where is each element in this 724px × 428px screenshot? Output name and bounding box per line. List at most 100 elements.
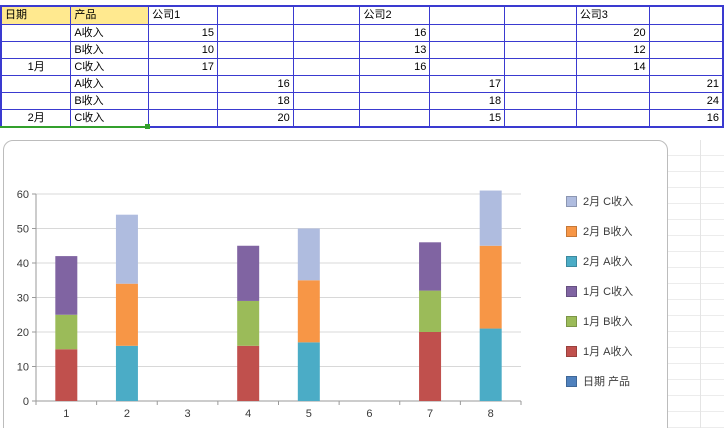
bar-segment[interactable] [419,290,442,332]
table-cell[interactable]: 21 [648,75,724,93]
bar-segment[interactable] [419,332,442,401]
header-cell[interactable]: 日期 [0,5,72,25]
bar-segment[interactable] [237,245,260,301]
table-cell[interactable] [0,92,72,110]
table-cell[interactable]: 15 [429,109,506,128]
y-axis-label: 40 [17,258,29,270]
legend-item[interactable]: 2月 C收入 [566,193,633,209]
chart-object[interactable]: 0 10 20 30 40 50 60 1 2 3 4 5 6 7 8 2月 C收入 2月 B收入 2月 A收入… [3,140,668,428]
table-cell[interactable]: 17 [148,58,218,76]
bar-segment[interactable] [237,345,260,401]
table-cell[interactable] [148,92,218,110]
bar-segment[interactable] [479,190,502,246]
table-cell[interactable] [429,24,506,42]
bar-segment[interactable] [297,342,320,401]
table-cell[interactable] [148,109,218,128]
bar-segment[interactable] [237,300,260,346]
table-cell[interactable] [0,75,72,93]
bar-segment[interactable] [115,214,138,284]
header-cell-empty[interactable] [217,5,294,25]
table-cell[interactable] [359,109,431,128]
table-cell[interactable]: 10 [148,41,218,59]
header-cell[interactable]: 公司3 [575,5,650,25]
table-cell[interactable]: 16 [359,24,431,42]
table-cell[interactable]: 17 [429,75,506,93]
bar-segment[interactable] [55,314,78,350]
table-cell[interactable]: 18 [217,92,294,110]
table-cell[interactable] [292,75,361,93]
bar-segment[interactable] [297,280,320,343]
table-cell[interactable]: 14 [575,58,650,76]
table-cell[interactable]: 2月 [0,109,72,128]
legend-item[interactable]: 日期 产品 [566,373,633,389]
table-cell[interactable] [504,75,577,93]
table-cell[interactable] [575,109,650,128]
table-cell[interactable] [429,58,506,76]
table-cell[interactable] [504,109,577,128]
table-cell[interactable] [648,41,724,59]
bar-segment[interactable] [419,242,442,291]
table-cell[interactable] [504,24,577,42]
table-cell[interactable]: 12 [575,41,650,59]
bar-segment[interactable] [55,349,78,401]
table-cell[interactable]: A收入 [70,24,150,42]
table-cell[interactable]: 1月 [0,58,72,76]
table-cell[interactable]: 20 [217,109,294,128]
table-cell[interactable] [429,41,506,59]
table-cell[interactable] [292,41,361,59]
table-cell[interactable] [504,58,577,76]
bar-segment[interactable] [479,328,502,401]
table-cell[interactable] [0,24,72,42]
table-cell[interactable] [504,92,577,110]
table-cell[interactable]: B收入 [70,41,150,59]
legend-item[interactable]: 1月 B收入 [566,313,633,329]
table-cell[interactable] [359,92,431,110]
table-cell[interactable] [648,58,724,76]
header-cell-empty[interactable] [429,5,506,25]
bar-segment[interactable] [297,228,320,281]
legend-item[interactable]: 1月 C收入 [566,283,633,299]
bar-segment[interactable] [115,283,138,346]
table-cell[interactable] [292,109,361,128]
header-cell-empty[interactable] [648,5,724,25]
bar-segment[interactable] [55,256,78,315]
table-cell[interactable]: C收入 [70,58,150,76]
table-cell[interactable] [292,58,361,76]
table-cell[interactable] [217,24,294,42]
table-cell[interactable]: 16 [648,109,724,128]
table-cell[interactable] [148,75,218,93]
table-cell[interactable]: 18 [429,92,506,110]
table-cell[interactable] [575,92,650,110]
table-cell[interactable]: 20 [575,24,650,42]
table-cell[interactable]: 15 [148,24,218,42]
table-cell[interactable] [217,58,294,76]
legend-item[interactable]: 2月 B收入 [566,223,633,239]
legend-item[interactable]: 1月 A收入 [566,343,633,359]
table-cell[interactable]: 16 [217,75,294,93]
bar-segment[interactable] [479,245,502,329]
table-cell[interactable] [359,75,431,93]
table-cell[interactable]: 16 [359,58,431,76]
table-cell[interactable]: 13 [359,41,431,59]
table-cell[interactable] [217,41,294,59]
table-cell[interactable] [292,24,361,42]
table-cell[interactable] [575,75,650,93]
table-cell[interactable] [292,92,361,110]
table-cell[interactable]: A收入 [70,75,150,93]
header-cell[interactable]: 公司1 [148,5,218,25]
selection-fill-handle[interactable] [145,124,150,129]
legend-swatch [566,195,577,207]
bar-segment[interactable] [115,345,138,401]
legend-item[interactable]: 2月 A收入 [566,253,633,269]
table-cell[interactable]: B收入 [70,92,150,110]
table-cell[interactable]: C收入 [70,109,150,128]
header-cell-empty[interactable] [292,5,361,25]
table-cell[interactable] [0,41,72,59]
header-cell[interactable]: 公司2 [359,5,431,25]
table-cell[interactable] [648,24,724,42]
table-row: B收入 10 13 12 [0,41,724,59]
table-cell[interactable] [504,41,577,59]
table-cell[interactable]: 24 [648,92,724,110]
header-cell-empty[interactable] [504,5,577,25]
header-cell[interactable]: 产品 [70,5,150,25]
